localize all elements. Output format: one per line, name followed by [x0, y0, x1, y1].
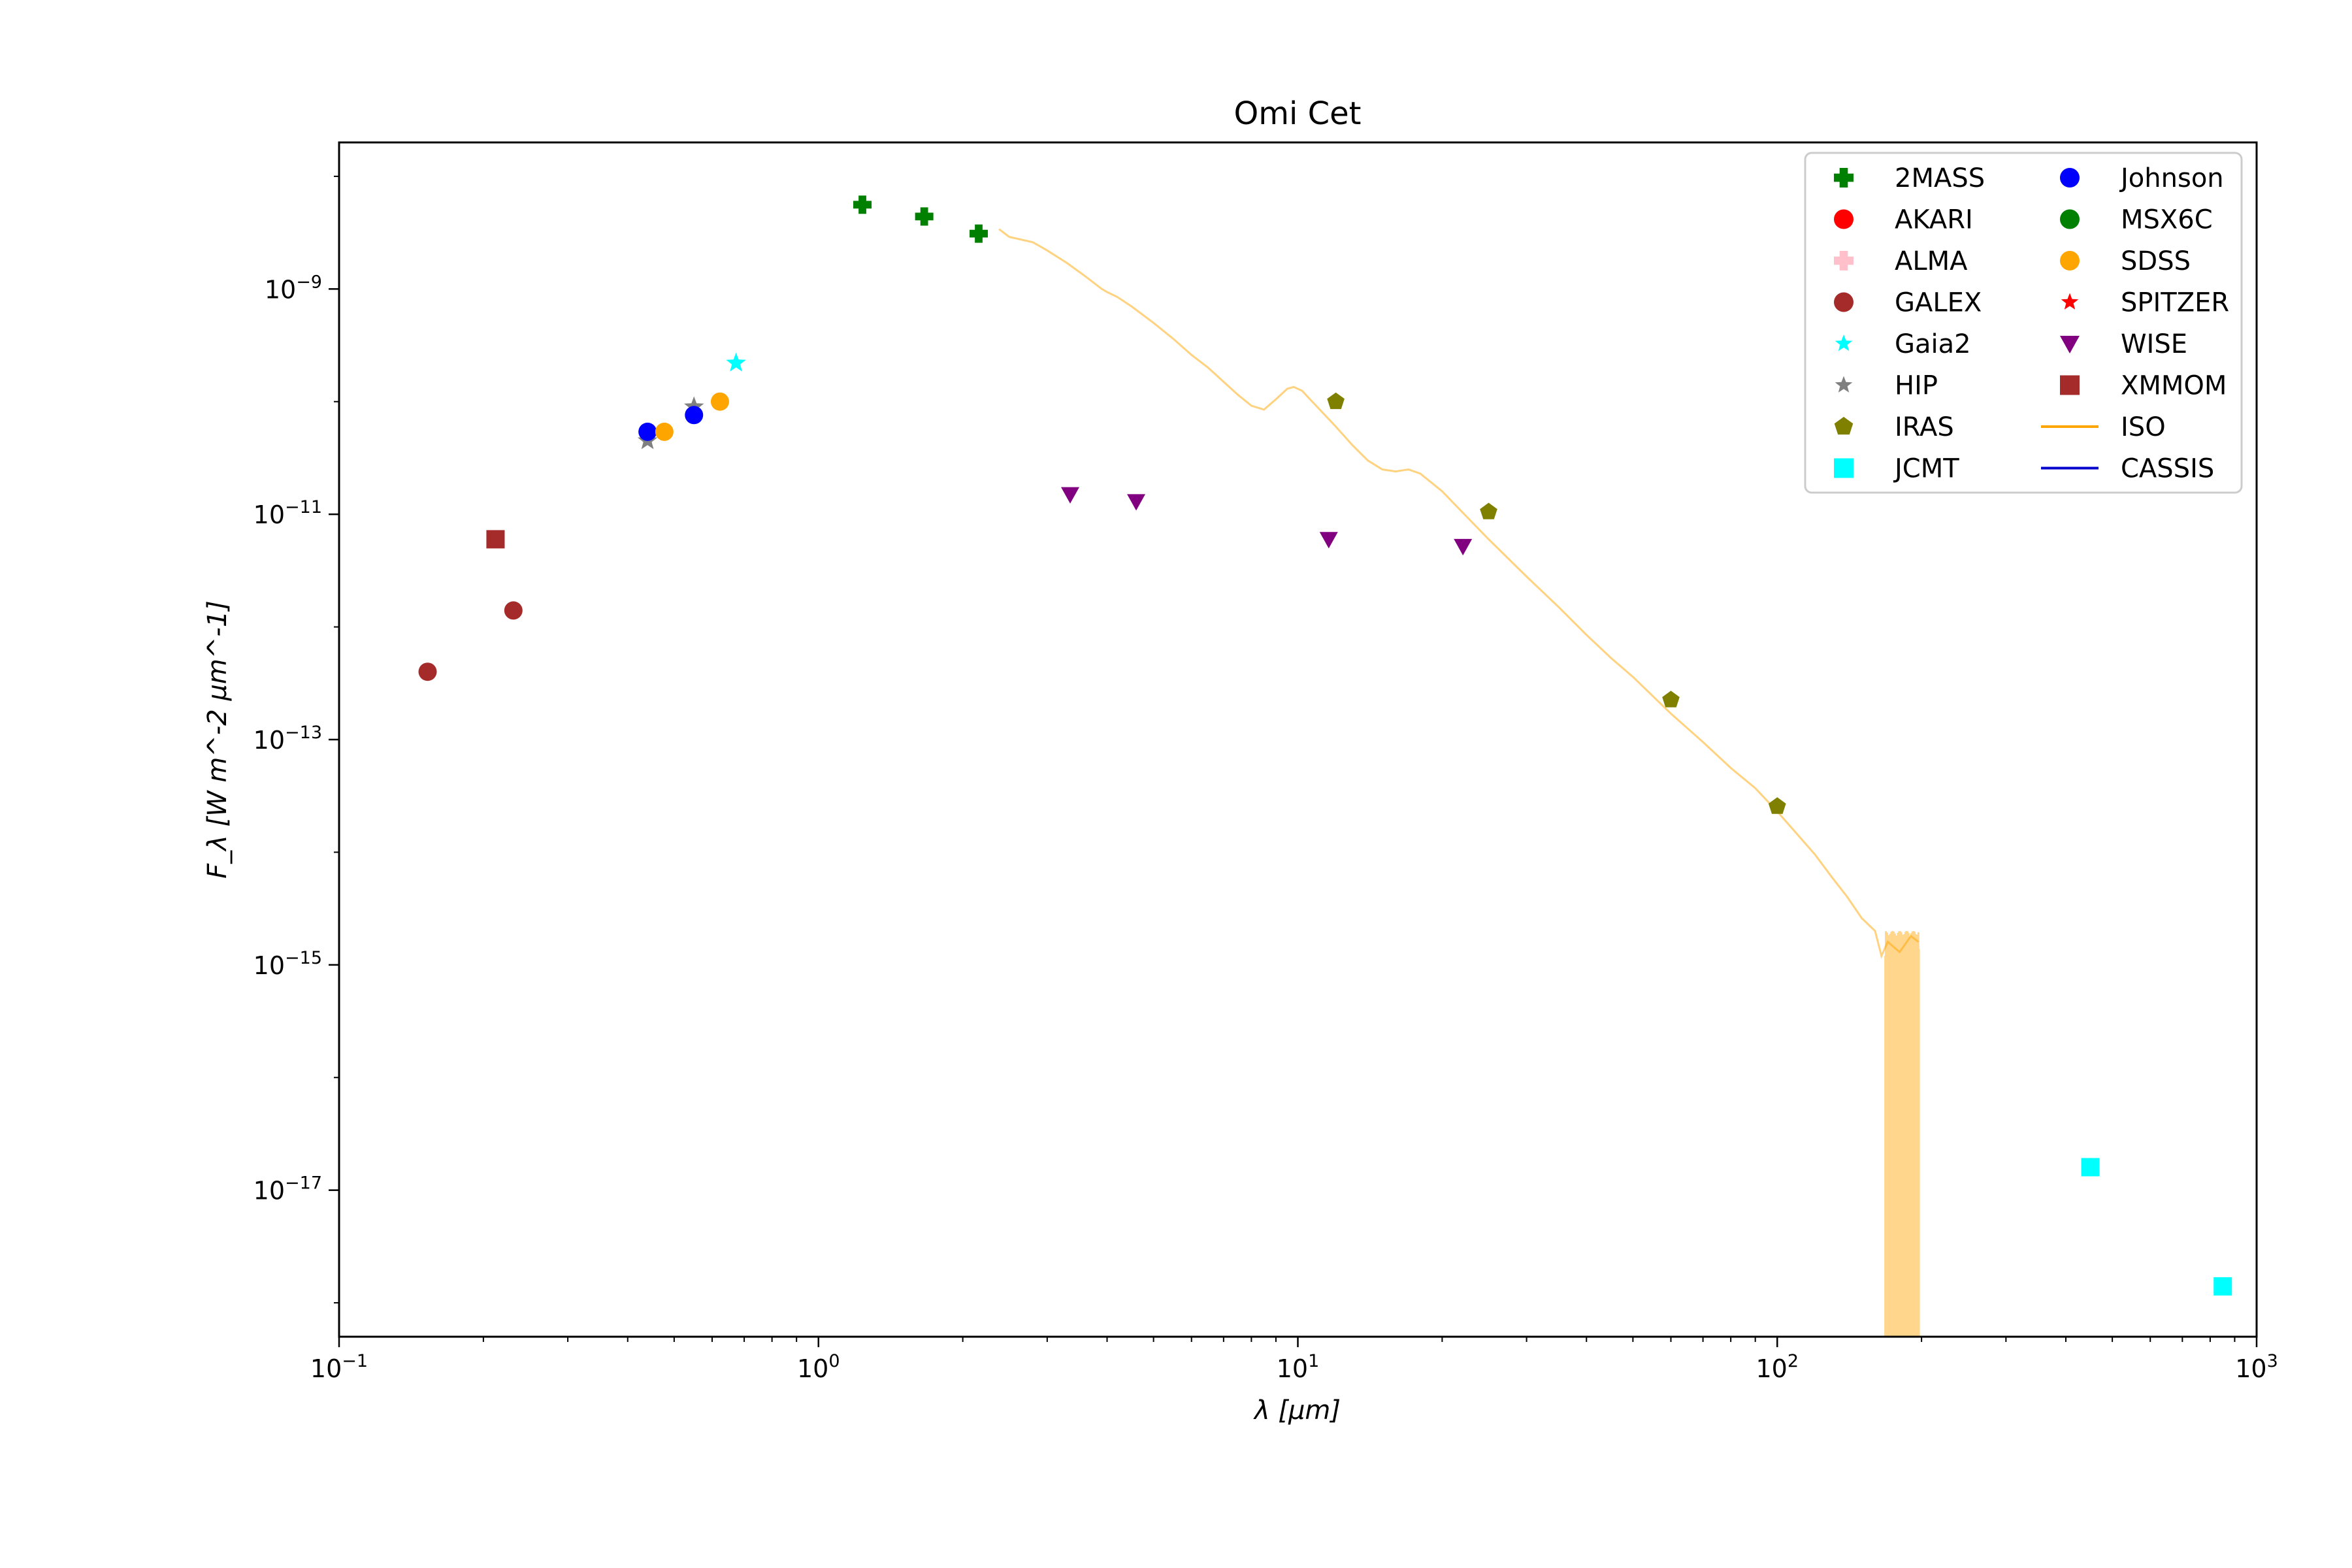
- y-tick-label: 10−13: [253, 723, 322, 755]
- jcmt-point: [2081, 1158, 2100, 1177]
- iso-spectrum-layer: [998, 228, 1919, 959]
- legend-item-gaia2: Gaia2: [1835, 329, 1971, 359]
- legend-label-iso: ISO: [2121, 412, 2166, 442]
- legend-marker-wise: [2060, 336, 2080, 353]
- legend-item-hip: HIP: [1835, 371, 1938, 401]
- legend-item-msx6c: MSX6C: [2060, 205, 2213, 235]
- gaia2-point: [726, 352, 746, 372]
- 2mass-point: [915, 207, 934, 226]
- x-tick-label: 100: [797, 1351, 840, 1383]
- legend-label-iras: IRAS: [1895, 412, 1954, 442]
- legend-marker-galex: [1834, 292, 1854, 312]
- legend-item-2mass: 2MASS: [1834, 163, 1985, 193]
- legend-marker-gaia2: [1835, 335, 1853, 351]
- sdss-point: [655, 422, 674, 441]
- x-axis-ticks: 10−1 100 101 102 103: [310, 1337, 2278, 1383]
- legend-item-iras: IRAS: [1834, 412, 1954, 442]
- legend-label-wise: WISE: [2121, 329, 2187, 359]
- data-points-layer: [418, 195, 2232, 1296]
- sdss-point: [710, 392, 729, 411]
- legend-marker-akari: [1834, 209, 1854, 229]
- iso-noise-layer: [1884, 930, 1920, 1337]
- legend-item-iso: ISO: [2041, 412, 2166, 442]
- legend-marker-hip: [1835, 376, 1853, 393]
- legend-label-akari: AKARI: [1895, 205, 1973, 235]
- johnson-point: [685, 406, 704, 425]
- legend-marker-msx6c: [2060, 209, 2080, 229]
- wise-point: [1061, 487, 1080, 504]
- galex-point: [504, 601, 523, 620]
- legend: 2MASS AKARI ALMA GALEX Gaia2 HIP IRAS JCMT Johns…: [1804, 152, 2243, 494]
- legend-label-sdss: SDSS: [2121, 246, 2191, 276]
- legend-item-alma: ALMA: [1834, 246, 1968, 276]
- legend-item-xmmom: XMMOM: [2060, 371, 2227, 401]
- legend-label-xmmom: XMMOM: [2121, 371, 2227, 401]
- legend-marker-johnson: [2060, 168, 2080, 188]
- y-tick-label: 10−17: [253, 1173, 322, 1205]
- chart-title: Omi Cet: [1234, 95, 1362, 132]
- iso-noise-spikes: [1884, 930, 1920, 1337]
- legend-label-hip: HIP: [1895, 371, 1938, 401]
- galex-point: [418, 662, 437, 681]
- xmmom-point: [486, 530, 505, 549]
- legend-item-jcmt: JCMT: [1834, 454, 1959, 484]
- legend-label-cassis: CASSIS: [2121, 454, 2214, 484]
- y-axis-ticks: 10−9 10−11 10−13 10−15 10−17: [253, 175, 339, 1304]
- legend-marker-iras: [1834, 417, 1854, 435]
- legend-item-johnson: Johnson: [2060, 163, 2224, 193]
- legend-marker-2mass: [1834, 168, 1854, 188]
- iso-spectrum-line: [998, 228, 1919, 959]
- y-tick-label: 10−11: [253, 497, 322, 529]
- x-tick-label: 10−1: [310, 1351, 368, 1383]
- iras-point: [1662, 691, 1680, 708]
- legend-item-akari: AKARI: [1834, 205, 1973, 235]
- y-tick-label: 10−9: [265, 272, 322, 304]
- x-tick-label: 102: [1756, 1351, 1799, 1383]
- legend-label-johnson: Johnson: [2119, 163, 2224, 193]
- iras-point: [1480, 502, 1497, 519]
- legend-label-galex: GALEX: [1895, 288, 1982, 318]
- legend-item-cassis: CASSIS: [2041, 454, 2214, 484]
- 2mass-point: [853, 195, 872, 214]
- legend-marker-jcmt: [1834, 458, 1854, 478]
- legend-box: [1804, 152, 2243, 494]
- johnson-point: [638, 422, 657, 441]
- wise-point: [1454, 538, 1473, 556]
- legend-marker-xmmom: [2060, 375, 2080, 395]
- legend-item-spitzer: SPITZER: [2061, 288, 2229, 318]
- legend-marker-spitzer: [2061, 293, 2079, 310]
- legend-item-sdss: SDSS: [2060, 246, 2191, 276]
- legend-item-wise: WISE: [2060, 329, 2187, 359]
- legend-label-jcmt: JCMT: [1893, 454, 1959, 484]
- 2mass-point: [970, 224, 988, 243]
- x-axis-label: λ [μm]: [1253, 1396, 1341, 1426]
- legend-label-msx6c: MSX6C: [2121, 205, 2213, 235]
- legend-label-2mass: 2MASS: [1895, 163, 1985, 193]
- legend-marker-alma: [1834, 251, 1854, 270]
- x-tick-label: 103: [2235, 1351, 2278, 1383]
- wise-point: [1319, 532, 1338, 549]
- legend-marker-sdss: [2060, 251, 2080, 270]
- legend-label-alma: ALMA: [1895, 246, 1968, 276]
- iras-point: [1327, 392, 1345, 410]
- jcmt-point: [2213, 1277, 2232, 1296]
- legend-label-spitzer: SPITZER: [2121, 288, 2229, 318]
- legend-item-galex: GALEX: [1834, 288, 1982, 318]
- legend-label-gaia2: Gaia2: [1895, 329, 1971, 359]
- y-axis-label: F_λ [W m^-2 μm^-1]: [203, 600, 233, 879]
- hip-point: [684, 396, 704, 416]
- iras-point: [1768, 797, 1786, 814]
- svg-text:F_λ [W m^-2 μm^-1]: F_λ [W m^-2 μm^-1]: [203, 600, 233, 879]
- y-tick-label: 10−15: [253, 948, 322, 980]
- x-tick-label: 101: [1277, 1351, 1320, 1383]
- wise-point: [1127, 494, 1146, 511]
